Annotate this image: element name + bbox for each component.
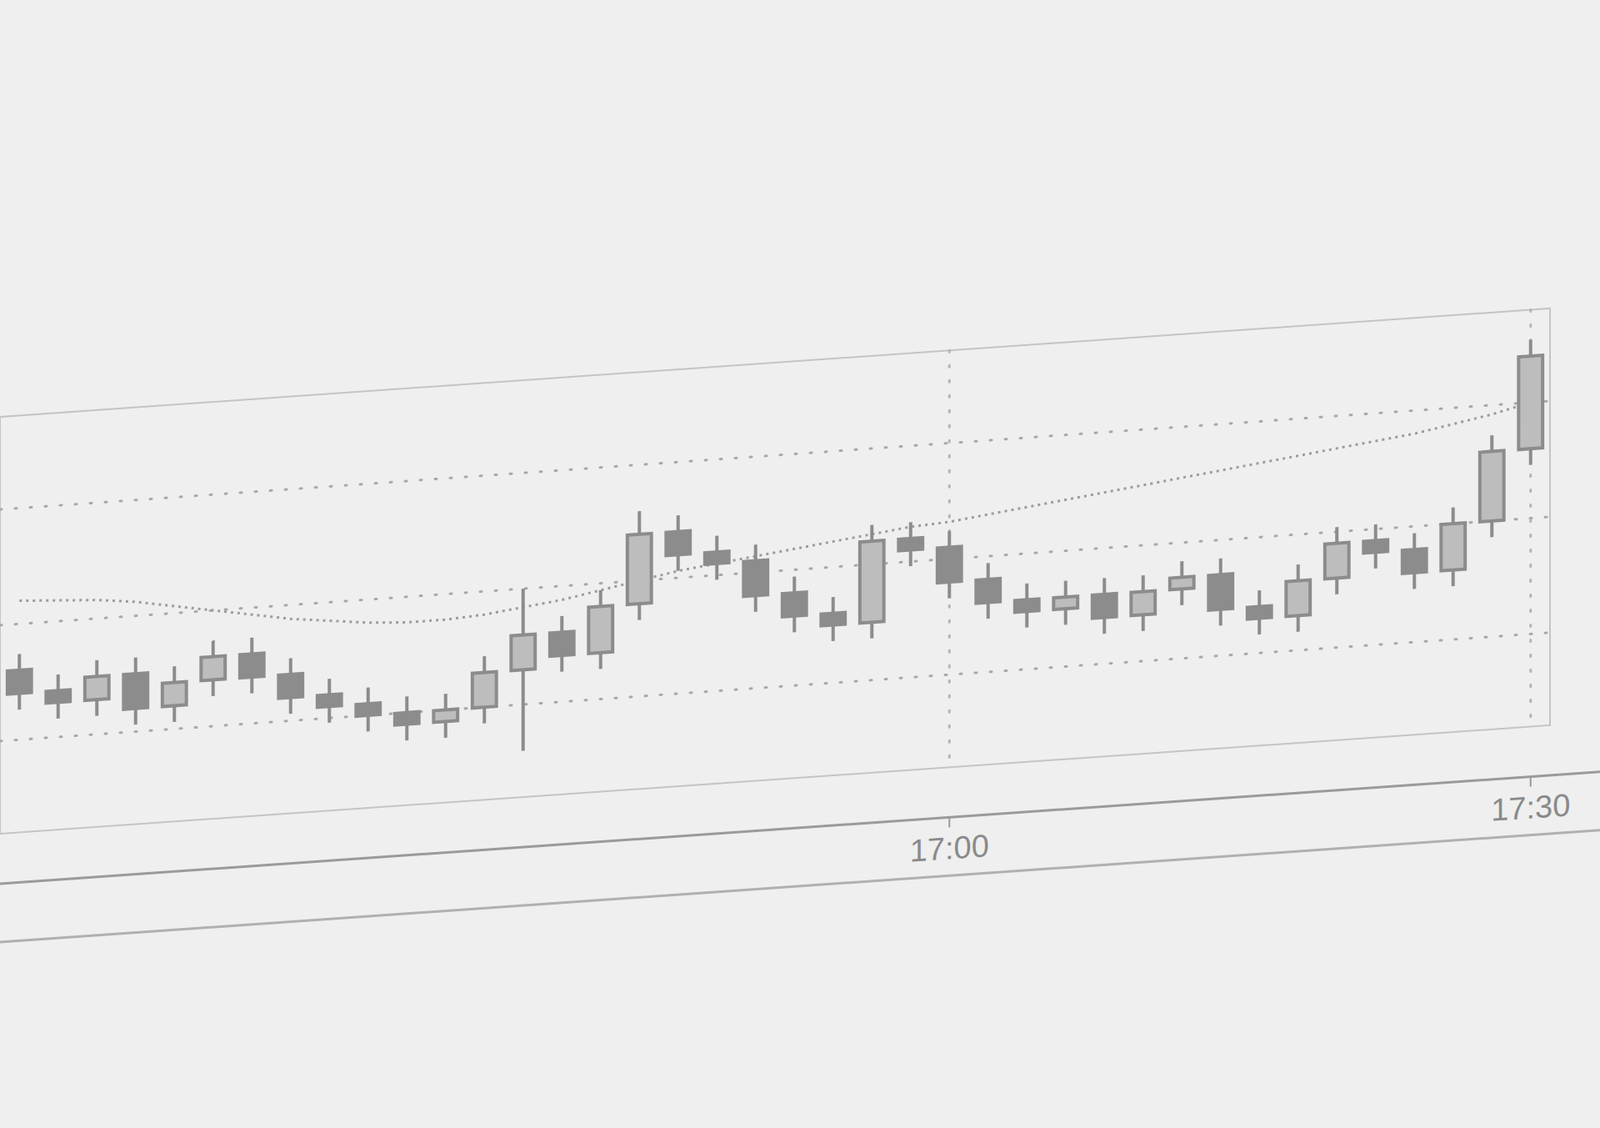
- candle-body: [355, 702, 380, 716]
- candle-body: [937, 545, 962, 583]
- candle-body: [627, 533, 652, 605]
- candle-body: [898, 537, 923, 551]
- chart-plane: 17:00 17:30: [0, 305, 1600, 942]
- grid-line: [0, 516, 1550, 625]
- marks: [7, 339, 1543, 787]
- candle-body: [1015, 598, 1040, 612]
- candle-body: [1208, 573, 1233, 610]
- candle-body: [860, 540, 885, 623]
- candle-body: [317, 693, 342, 707]
- chart: 17:00 17:30: [0, 0, 1600, 1128]
- candle-body: [510, 634, 535, 671]
- candle-body: [85, 675, 110, 700]
- candle-body: [588, 605, 613, 654]
- candle-body: [820, 612, 845, 626]
- x-tick-label: 17:00: [910, 827, 990, 869]
- background: [0, 0, 1600, 1128]
- x-tick: [1530, 776, 1532, 787]
- x-tick-label: 17:30: [1490, 786, 1570, 828]
- candle-body: [1170, 575, 1195, 590]
- candle-body: [1247, 605, 1272, 620]
- plot-frame: [0, 308, 1550, 834]
- candle-body: [743, 560, 768, 597]
- candle-body: [240, 652, 265, 678]
- candle-body: [1440, 522, 1465, 571]
- candle-body: [975, 578, 1000, 604]
- candle-body: [1480, 450, 1505, 521]
- candle-body: [550, 630, 575, 656]
- candle-body: [705, 550, 730, 565]
- candle-body: [278, 673, 303, 699]
- candle-body: [1363, 539, 1388, 553]
- candle-body: [1518, 355, 1543, 450]
- candle-body: [162, 681, 187, 707]
- axis-border: [0, 830, 1600, 942]
- candle-body: [1285, 580, 1310, 617]
- candle-body: [1130, 590, 1155, 616]
- candle-body: [1325, 542, 1350, 580]
- candle-body: [665, 530, 690, 556]
- candle-body: [433, 708, 458, 722]
- candle-body: [123, 672, 148, 710]
- candle-body: [45, 689, 70, 703]
- x-tick: [948, 816, 950, 827]
- candle-body: [200, 655, 225, 681]
- candle-body: [395, 711, 420, 725]
- grid-line: [0, 400, 1550, 510]
- grid-line: [0, 632, 1550, 741]
- candle-body: [782, 591, 807, 617]
- x-axis: [0, 771, 1600, 884]
- candle-body: [1402, 548, 1427, 574]
- candle-body: [472, 671, 497, 709]
- candle-body: [1092, 593, 1117, 619]
- moving-average: [19, 402, 1531, 650]
- candle-body: [1053, 595, 1078, 610]
- candle-body: [7, 669, 32, 695]
